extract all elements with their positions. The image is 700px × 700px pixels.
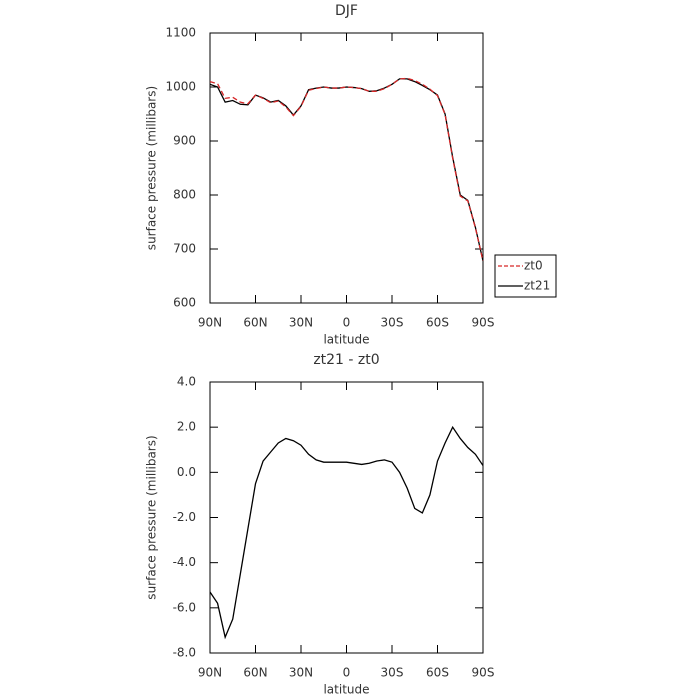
chart-title: zt21 - zt0: [313, 352, 379, 368]
legend-label: zt21: [524, 279, 550, 293]
x-tick-label: 30S: [381, 316, 404, 330]
y-tick-label: 4.0: [177, 375, 196, 389]
chart-title: DJF: [335, 3, 358, 19]
plot-frame: [209, 32, 484, 304]
x-tick-label: 60S: [426, 316, 449, 330]
data-line: [209, 78, 484, 262]
y-tick-label: 600: [173, 296, 196, 310]
x-tick-label: 90S: [472, 666, 495, 680]
x-axis-label: latitude: [323, 683, 369, 697]
legend-label: zt0: [524, 259, 543, 273]
x-tick-label: 30N: [289, 316, 313, 330]
panel: DJF latitude surface pressure (millibars) 6…: [145, 3, 557, 347]
x-axis-label: latitude: [323, 333, 369, 347]
x-tick-label: 0: [343, 316, 351, 330]
y-tick-label: -6.0: [173, 600, 196, 614]
data-line: [209, 77, 484, 262]
y-tick-label: -2.0: [173, 510, 196, 524]
y-tick-label: 1000: [165, 80, 196, 94]
x-tick-label: 60N: [243, 666, 267, 680]
x-tick-label: 90N: [198, 316, 222, 330]
legend-box: [494, 254, 557, 298]
x-tick-label: 30S: [381, 666, 404, 680]
x-tick-label: 90S: [472, 316, 495, 330]
y-tick-label: 900: [173, 134, 196, 148]
y-tick-label: -4.0: [173, 555, 196, 569]
y-axis-label: surface pressure (millibars): [145, 435, 159, 599]
y-tick-label: 0.0: [177, 465, 196, 479]
y-axis-label: surface pressure (millibars): [145, 86, 159, 250]
x-tick-label: 60N: [243, 316, 267, 330]
x-tick-label: 60S: [426, 666, 449, 680]
y-tick-label: 2.0: [177, 420, 196, 434]
y-tick-label: -8.0: [173, 646, 196, 660]
x-tick-label: 30N: [289, 666, 313, 680]
legend: zt0 zt21: [494, 254, 557, 298]
x-tick-label: 90N: [198, 666, 222, 680]
y-tick-label: 700: [173, 242, 196, 256]
data-line: [209, 425, 484, 640]
y-tick-label: 800: [173, 188, 196, 202]
plot-frame: [209, 381, 484, 654]
y-tick-label: 1100: [165, 26, 196, 40]
panel: zt21 - zt0 latitude surface pressure (mill…: [145, 352, 495, 697]
x-tick-label: 0: [343, 666, 351, 680]
